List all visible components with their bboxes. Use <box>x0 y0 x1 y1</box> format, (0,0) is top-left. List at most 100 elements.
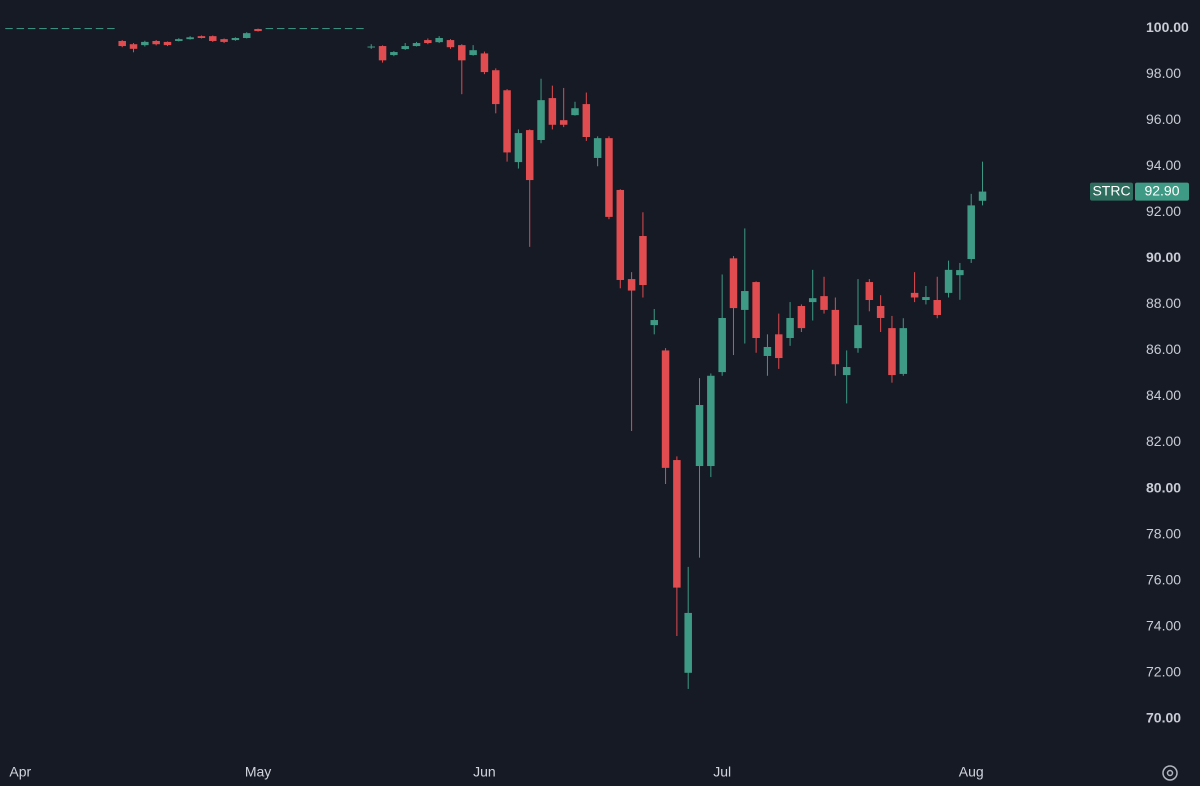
y-tick-label: 92.00 <box>1146 203 1181 219</box>
candle-body <box>356 28 364 30</box>
candle-body <box>639 236 647 286</box>
candle-body <box>242 33 251 38</box>
y-tick-label: 70.00 <box>1146 710 1181 726</box>
candle-body <box>276 28 285 30</box>
candle-body <box>84 28 92 30</box>
candle-body <box>152 40 160 45</box>
candle-body <box>333 28 342 30</box>
y-tick-label: 74.00 <box>1146 617 1181 633</box>
y-tick-label: 78.00 <box>1146 525 1181 541</box>
candle-body <box>967 205 975 260</box>
candle-body <box>559 120 568 125</box>
candle-body <box>231 37 240 41</box>
candle-body <box>61 28 70 30</box>
x-tick-label: Jul <box>713 764 731 780</box>
candle-body <box>50 28 59 30</box>
candle-body <box>288 28 296 30</box>
candle-body <box>707 375 715 467</box>
candle-body <box>775 334 783 359</box>
candle-body <box>378 46 387 61</box>
candle-body <box>797 306 806 329</box>
candle-body <box>401 46 409 50</box>
y-tick-label: 82.00 <box>1146 433 1181 449</box>
candle-body <box>95 28 104 30</box>
candle-body <box>367 46 375 48</box>
y-tick-label: 80.00 <box>1146 479 1181 495</box>
candle-body <box>254 29 262 32</box>
price-tag-name: STRC <box>1092 182 1130 198</box>
candle-body <box>435 37 443 43</box>
candle-body <box>412 43 421 47</box>
candle-body <box>5 28 13 30</box>
y-tick-label: 76.00 <box>1146 571 1181 587</box>
candle-body <box>786 317 794 339</box>
candle-body <box>899 328 908 374</box>
candle-body <box>944 269 953 293</box>
candle-body <box>808 298 817 303</box>
candle-body <box>299 28 308 30</box>
y-tick-label: 98.00 <box>1146 65 1181 81</box>
candle-body <box>888 328 896 376</box>
candle-body <box>424 40 432 44</box>
candle-body <box>571 108 579 116</box>
candle-body <box>763 346 772 356</box>
candle-body <box>390 52 398 56</box>
candle-body <box>627 279 636 291</box>
x-tick-label: Aug <box>959 764 984 780</box>
settings-icon[interactable] <box>1162 765 1178 781</box>
candle-body <box>537 100 545 140</box>
candle-body <box>175 39 183 41</box>
candle-body <box>741 291 749 310</box>
candle-body <box>16 28 25 30</box>
candle-body <box>684 612 692 673</box>
gear-center <box>1166 769 1174 777</box>
candle-body <box>525 130 534 181</box>
price-tag-value-box <box>1135 182 1189 201</box>
candle-body <box>661 350 670 468</box>
y-tick-label: 96.00 <box>1146 111 1181 127</box>
candle-body <box>163 41 172 46</box>
candle-body <box>593 138 602 158</box>
y-tick-label: 88.00 <box>1146 295 1181 311</box>
candle-body <box>209 36 217 41</box>
candle-body <box>344 28 353 30</box>
x-tick-label: May <box>245 764 271 780</box>
candle-body <box>186 37 194 40</box>
candle-body <box>107 28 115 30</box>
candle-body <box>616 189 625 280</box>
candle-body <box>503 90 511 153</box>
candle-body <box>650 320 658 326</box>
candle-body <box>831 309 840 365</box>
candle-body <box>322 28 330 30</box>
price-tag-name-box <box>1090 182 1133 201</box>
candle-body <box>458 45 466 61</box>
candle-body <box>73 28 81 30</box>
candle-body <box>220 39 228 42</box>
y-tick-label: 100.00 <box>1146 19 1189 35</box>
y-tick-label: 84.00 <box>1146 387 1181 403</box>
x-tick-label: Apr <box>9 764 31 780</box>
candle-body <box>129 44 138 49</box>
candle-body <box>752 282 760 339</box>
x-tick-label: Jun <box>473 764 496 780</box>
candle-body <box>718 317 726 373</box>
candle-body <box>141 41 149 46</box>
candle-body <box>605 138 613 217</box>
candle-body <box>582 104 591 138</box>
candle-body <box>118 40 126 47</box>
y-tick-label: 72.00 <box>1146 664 1181 680</box>
candle-body <box>469 50 477 56</box>
candle-body <box>514 133 523 163</box>
candle-body <box>820 296 828 310</box>
candle-body <box>492 70 500 105</box>
candle-body <box>197 36 206 38</box>
candle-body <box>480 53 489 73</box>
gear-outline <box>1162 765 1178 781</box>
candle-body <box>956 270 964 276</box>
candle-body <box>729 258 738 309</box>
candle-body <box>39 28 47 30</box>
candle-body <box>446 40 455 48</box>
